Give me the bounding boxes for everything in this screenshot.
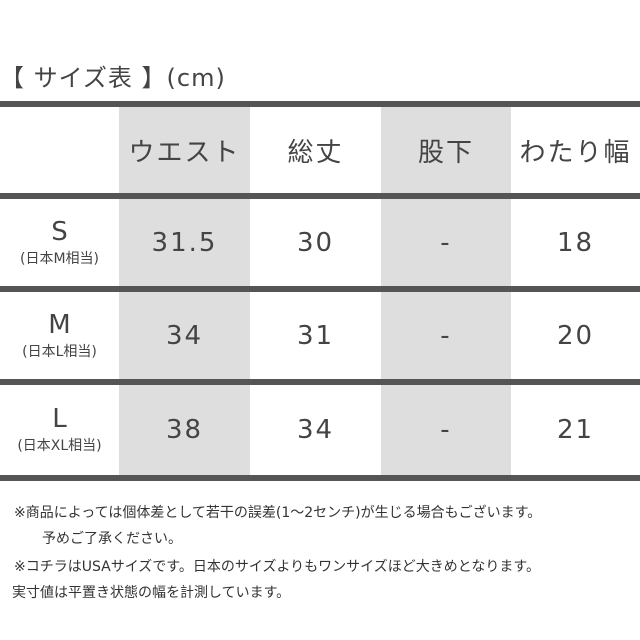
divider [0, 193, 640, 199]
value-length: 31 [296, 320, 335, 351]
value-waist: 34 [119, 292, 250, 379]
notes: ※商品によっては個体差として若干の誤差(1〜2センチ)が生じる場合もございます。… [12, 500, 542, 606]
table-row: S (日本M相当) 31.5 30 - 18 [0, 199, 640, 286]
page-title: 【 サイズ表 】(cm) [0, 64, 226, 92]
note: 実寸値は平置き状態の幅を計測しています。 [12, 585, 291, 601]
header-row: ウエスト 総丈 股下 わたり幅 [0, 107, 640, 193]
header-empty [0, 107, 119, 193]
size-label: L (日本XL相当) [17, 404, 102, 454]
value-waist: 38 [119, 385, 250, 475]
value-inseam: - [381, 199, 511, 286]
value-length: 30 [296, 227, 335, 258]
value-length: 34 [296, 415, 335, 445]
divider [0, 101, 640, 107]
divider [0, 475, 640, 481]
header-length: 総丈 [287, 137, 344, 168]
size-label: M (日本L相当) [22, 309, 97, 360]
value-inseam: - [381, 385, 511, 475]
note: ※コチラはUSAサイズです。日本のサイズよりもワンサイズほど大きめとなります。 [14, 559, 540, 575]
note: ※商品によっては個体差として若干の誤差(1〜2センチ)が生じる場合もございます。 [14, 505, 542, 521]
note: 予めご了承ください。 [42, 531, 182, 547]
size-table: ウエスト 総丈 股下 わたり幅 S (日本M相当) 31.5 30 - 18 M(… [0, 101, 640, 481]
table-row: L (日本XL相当) 38 34 - 21 [0, 385, 640, 475]
size-label: S (日本M相当) [19, 216, 99, 267]
header-waist: ウエスト [119, 107, 250, 193]
header-inseam: 股下 [381, 107, 511, 193]
value-thigh: 21 [556, 415, 595, 445]
value-waist: 31.5 [119, 199, 250, 286]
table-row: M (日本L相当) 34 31 - 20 [0, 292, 640, 379]
divider [0, 379, 640, 385]
value-thigh: 20 [556, 320, 595, 351]
header-thigh: わたり幅 [519, 137, 632, 168]
value-inseam: - [381, 292, 511, 379]
value-thigh: 18 [556, 227, 595, 258]
divider [0, 286, 640, 292]
